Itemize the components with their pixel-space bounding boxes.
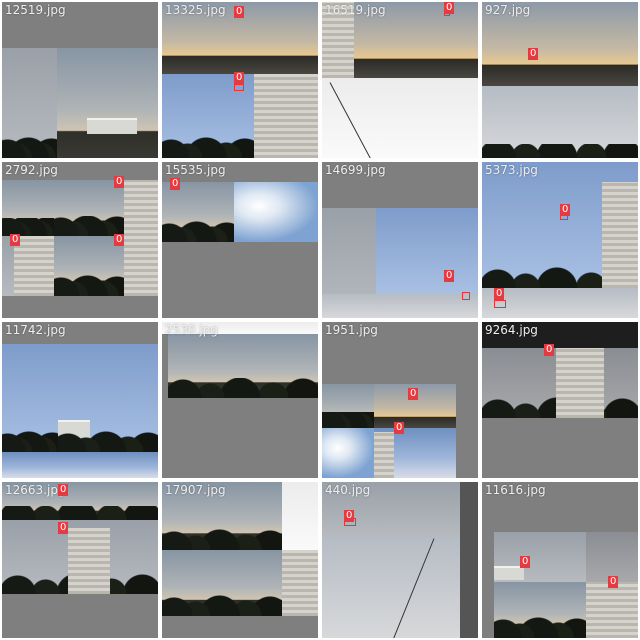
tile-filename: 16519.jpg: [325, 3, 386, 17]
detection-label: 0: [520, 556, 531, 568]
mosaic-tile: 16519.jpg 0: [322, 2, 478, 158]
mosaic-tile: 9264.jpg 0: [482, 322, 638, 478]
tile-filename: 17907.jpg: [165, 483, 226, 497]
tile-filename: 927.jpg: [485, 3, 531, 17]
tile-filename: 2530.jpg: [165, 323, 218, 337]
tile-image: [482, 2, 638, 86]
tile-image: [162, 322, 318, 334]
tile-filename: 13325.jpg: [165, 3, 226, 17]
detection-label: 0: [114, 176, 125, 188]
tile-image: [374, 428, 456, 478]
detection-label: 0: [444, 2, 455, 14]
tile-image: [2, 482, 158, 520]
tile-filename: 15535.jpg: [165, 163, 226, 177]
tile-image: [482, 348, 638, 418]
tile-image: [376, 208, 478, 294]
detection-label: 0: [560, 204, 571, 216]
tile-image: [460, 482, 478, 638]
tile-filename: 14699.jpg: [325, 163, 386, 177]
tile-filename: 9264.jpg: [485, 323, 538, 337]
detection-label: 0: [170, 178, 181, 190]
tile-image: [162, 482, 282, 550]
tile-image: [586, 532, 638, 582]
tile-filename: 12663.jpg: [5, 483, 66, 497]
tile-image: [322, 428, 374, 478]
tile-image: [482, 288, 638, 318]
tile-filename: 12519.jpg: [5, 3, 66, 17]
detection-box: [234, 84, 244, 91]
detection-label: 0: [58, 522, 69, 534]
tile-filename: 5373.jpg: [485, 163, 538, 177]
tile-image: [58, 344, 158, 452]
detection-box: [494, 300, 506, 308]
detection-label: 0: [444, 270, 455, 282]
tile-filename: 440.jpg: [325, 483, 371, 497]
tile-image: [2, 236, 54, 296]
tile-image: [57, 48, 158, 158]
tile-image: [482, 322, 638, 348]
detection-label: 0: [494, 288, 505, 300]
mosaic-tile: 2792.jpg 0 0 0: [2, 162, 158, 318]
tile-image: [124, 180, 158, 236]
tile-image: [586, 582, 638, 638]
detection-label: 0: [114, 234, 125, 246]
tile-image: [54, 236, 124, 296]
tile-image: [322, 2, 354, 78]
detection-label: 0: [528, 48, 539, 60]
mosaic-tile: 927.jpg 0: [482, 2, 638, 158]
tile-image: [2, 520, 158, 594]
tile-image: [322, 78, 478, 158]
detection-label: 0: [394, 422, 405, 434]
tile-image: [494, 532, 586, 582]
tile-image: [482, 162, 638, 288]
tile-image: [124, 236, 158, 296]
mosaic-tile: 5373.jpg 0 0: [482, 162, 638, 318]
tile-image: [322, 294, 478, 318]
mosaic-tile: 14699.jpg 0: [322, 162, 478, 318]
mosaic-tile: 2530.jpg: [162, 322, 318, 478]
mosaic-tile: 1951.jpg 0 0: [322, 322, 478, 478]
mosaic-tile: 15535.jpg 0: [162, 162, 318, 318]
mosaic-tile: 13325.jpg 0 0: [162, 2, 318, 158]
tile-image: [254, 74, 318, 158]
detection-label: 0: [344, 510, 355, 522]
tile-filename: 1951.jpg: [325, 323, 378, 337]
detection-label: 0: [234, 6, 245, 18]
detection-label: 0: [608, 576, 619, 588]
tile-image: [282, 550, 318, 616]
tile-image: [322, 384, 374, 428]
detection-label: 0: [10, 234, 21, 246]
tile-filename: 11742.jpg: [5, 323, 66, 337]
tile-filename: 2792.jpg: [5, 163, 58, 177]
tile-image: [2, 48, 57, 158]
tile-image: [2, 180, 54, 236]
mosaic-tile: 440.jpg 0: [322, 482, 478, 638]
tile-image: [162, 182, 234, 242]
detection-label: 0: [408, 388, 419, 400]
mosaic-tile: 17907.jpg: [162, 482, 318, 638]
detection-box: [462, 292, 470, 300]
tile-image: [282, 482, 318, 550]
tile-image: [2, 452, 158, 478]
mosaic-tile: 12519.jpg: [2, 2, 158, 158]
tile-filename: 11616.jpg: [485, 483, 546, 497]
detection-label: 0: [58, 484, 69, 496]
tile-image: [2, 344, 58, 452]
detection-label: 0: [234, 72, 245, 84]
mosaic-tile: 12663.jpg 0 0: [2, 482, 158, 638]
tile-image: [234, 182, 318, 242]
tile-image: [322, 538, 460, 638]
tile-image: [54, 180, 124, 236]
tile-image: [168, 334, 318, 398]
tile-image: [162, 550, 282, 616]
mosaic-tile: 11742.jpg: [2, 322, 158, 478]
mosaic-tile: 11616.jpg 0 0: [482, 482, 638, 638]
tile-image: [494, 582, 586, 638]
detection-label: 0: [544, 344, 555, 356]
tile-image: [482, 86, 638, 158]
tile-image: [162, 74, 254, 158]
